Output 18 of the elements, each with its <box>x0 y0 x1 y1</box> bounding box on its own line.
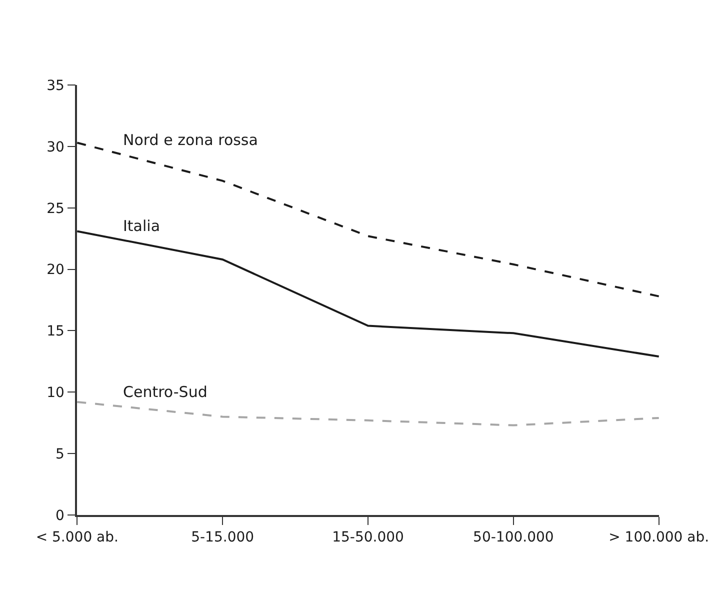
x-tick-label: > 100.000 ab. <box>608 530 710 546</box>
x-tick-label: 50-100.000 <box>473 530 554 546</box>
y-tick-label: 20 <box>46 262 64 278</box>
y-tick-label: 0 <box>56 508 64 524</box>
y-tick-label: 5 <box>56 446 64 462</box>
x-tick-label: 15-50.000 <box>332 530 404 546</box>
y-tick-label: 35 <box>46 78 64 94</box>
line-series <box>77 400 659 426</box>
series-label: Italia <box>123 217 160 235</box>
y-tick-label: 15 <box>46 324 64 340</box>
y-tick-label: 25 <box>46 200 64 217</box>
y-tick-label: 30 <box>46 139 64 156</box>
line-series <box>77 230 659 358</box>
y-tick-label: 10 <box>46 385 64 402</box>
x-tick-label: < 5.000 ab. <box>36 530 118 546</box>
series-label: Nord e zona rossa <box>123 131 258 149</box>
x-tick-label: 5-15.000 <box>191 530 254 546</box>
series-label: Centro-Sud <box>123 383 208 401</box>
